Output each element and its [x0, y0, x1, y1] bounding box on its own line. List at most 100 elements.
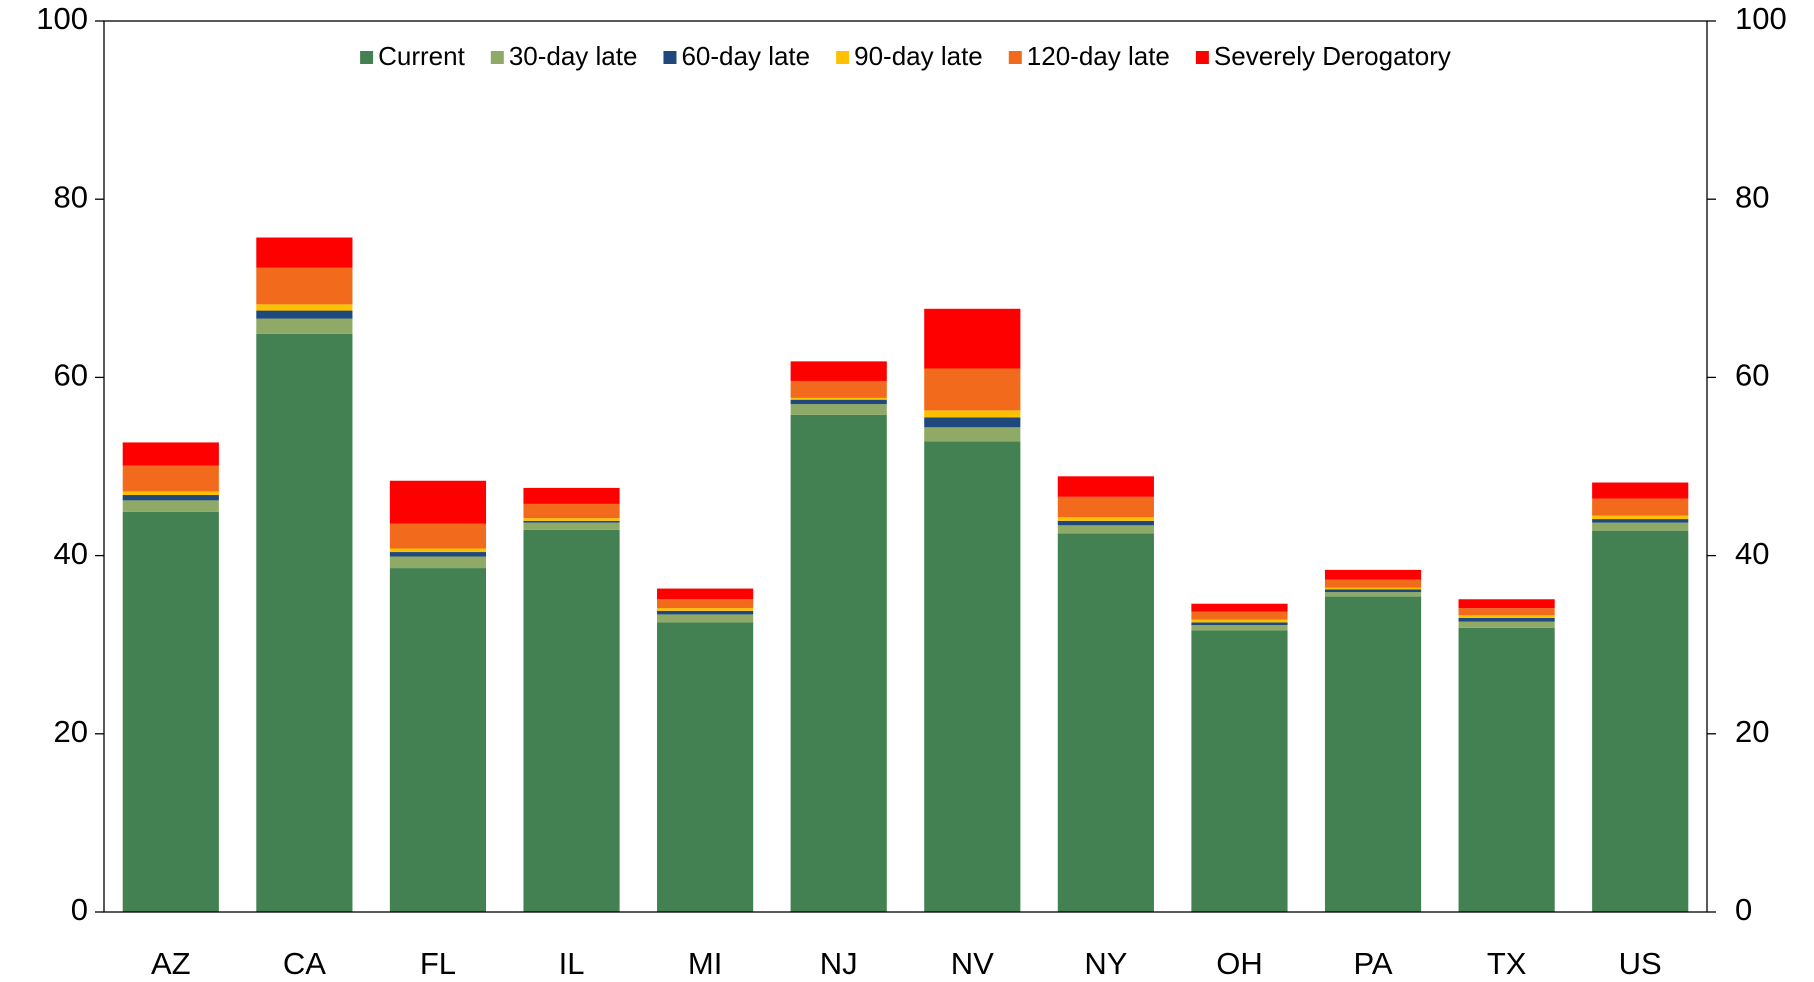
bar-segment [1191, 611, 1288, 620]
bar-segment [256, 237, 353, 268]
bar-segment [657, 608, 754, 611]
bar-segment [389, 548, 487, 553]
bar-segment [1191, 625, 1288, 631]
legend-swatch [1195, 51, 1209, 64]
bar-segment [1324, 596, 1422, 912]
bar-segment [657, 599, 754, 609]
x-tick-label: OH [1216, 946, 1263, 981]
x-tick-label: NV [951, 946, 994, 981]
bar-segment [1592, 498, 1689, 516]
legend-label: 30-day late [509, 41, 638, 71]
bar-segment [1592, 519, 1689, 523]
legend-swatch [360, 51, 374, 64]
bar-segment [657, 614, 754, 623]
y2-tick-label: 40 [1735, 536, 1769, 571]
bar-segment [790, 399, 887, 405]
x-tick-label: NJ [820, 946, 858, 981]
bar-segment [790, 414, 887, 912]
bar-segment [523, 518, 620, 521]
bar-segment [790, 361, 887, 381]
bar-segment [1592, 522, 1689, 531]
y2-tick-label: 80 [1735, 179, 1769, 214]
legend-label: 120-day late [1027, 41, 1170, 71]
bar-segment [924, 441, 1021, 912]
bar-segment [1057, 533, 1154, 912]
bar-segment [1324, 592, 1422, 597]
bar-segment [924, 308, 1021, 369]
x-tick-label: CA [283, 946, 326, 981]
bar-segment [122, 511, 219, 912]
bar-segment [1057, 520, 1154, 526]
y-tick-label: 60 [54, 358, 88, 393]
legend-swatch [836, 51, 850, 64]
legend-label: 60-day late [681, 41, 810, 71]
y-tick-label: 0 [71, 892, 88, 927]
bar-segment [1458, 608, 1555, 616]
bar-segment [924, 368, 1021, 411]
bar-segment [924, 427, 1021, 442]
y2-tick-label: 0 [1735, 892, 1752, 927]
bar-segment [790, 397, 887, 400]
bar-segment [1592, 515, 1689, 520]
legend-swatch [663, 51, 677, 64]
bar-segment [122, 491, 219, 496]
bar-segment [1324, 569, 1422, 580]
bar-segment [389, 480, 487, 524]
x-tick-label: AZ [151, 946, 191, 981]
bar-segment [1057, 517, 1154, 521]
bar-segment [256, 333, 353, 913]
bar-segment [122, 465, 219, 492]
x-tick-label: FL [420, 946, 456, 981]
bar-segment [1057, 496, 1154, 518]
bar-segment [1458, 599, 1555, 609]
bar-segment [1458, 627, 1555, 912]
bar-segment [122, 495, 219, 501]
bar-segment [1458, 621, 1555, 628]
bar-segment [1191, 630, 1288, 912]
y-tick-label: 100 [36, 1, 88, 36]
x-tick-label: NY [1084, 946, 1127, 981]
bar-segment [256, 267, 353, 305]
bar-segment [389, 568, 487, 912]
bar-segment [1191, 622, 1288, 626]
x-tick-label: US [1619, 946, 1662, 981]
x-tick-label: TX [1487, 946, 1527, 981]
bar-segment [523, 529, 620, 912]
bar-segment [1592, 530, 1689, 912]
y-tick-label: 20 [54, 714, 88, 749]
bar-segment [389, 523, 487, 549]
bar-segment [1191, 619, 1288, 623]
bar-segment [1458, 617, 1555, 622]
plot-frame [103, 20, 1708, 913]
bar-segment [256, 310, 353, 319]
x-tick-label: MI [688, 946, 722, 981]
bar-segment [122, 500, 219, 512]
bar-segment [523, 503, 620, 519]
bar-segment [657, 588, 754, 600]
bar-segment [657, 622, 754, 912]
bar-segment [523, 487, 620, 504]
bar-segment [1191, 603, 1288, 612]
bar-segment [1324, 587, 1422, 590]
bar-segment [1057, 525, 1154, 534]
bar-segment [1057, 476, 1154, 497]
bar-segment [389, 552, 487, 557]
bar-segment [924, 417, 1021, 428]
bar-segment [1324, 579, 1422, 588]
legend-label: 90-day late [854, 41, 983, 71]
bar-segment [790, 404, 887, 415]
bar-segment [389, 556, 487, 569]
x-tick-label: IL [559, 946, 585, 981]
bar-segment [523, 522, 620, 530]
bar-segment [523, 520, 620, 523]
legend-label: Severely Derogatory [1214, 41, 1451, 71]
bar-segment [1324, 589, 1422, 593]
x-tick-label: PA [1354, 946, 1393, 981]
bar-segment [924, 410, 1021, 418]
legend-label: Current [378, 41, 465, 71]
y-tick-label: 80 [54, 179, 88, 214]
bar-segment [657, 610, 754, 615]
legend-swatch [1008, 51, 1022, 64]
y2-tick-label: 60 [1735, 358, 1769, 393]
